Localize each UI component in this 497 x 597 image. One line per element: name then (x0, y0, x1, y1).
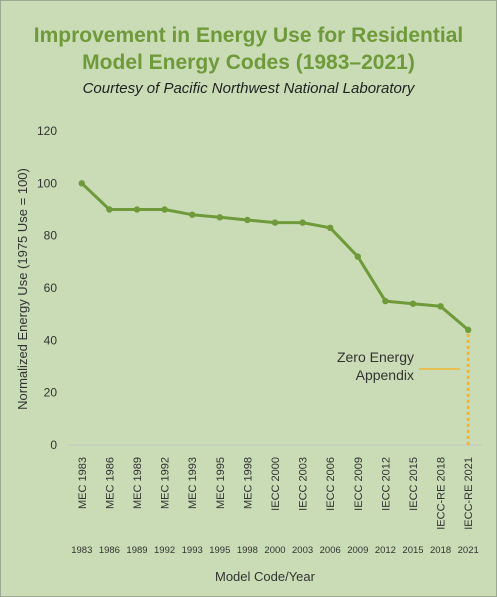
chart-title-line-2: Model Energy Codes (1983–2021) (82, 51, 415, 74)
data-point (189, 211, 196, 218)
y-tick-label: 40 (44, 333, 58, 347)
y-tick-label: 60 (44, 281, 58, 295)
x-tick-label: MEC 1995 (215, 457, 227, 509)
zero-energy-annotation: Zero Energy Appendix (337, 333, 470, 445)
x-year-label: 1986 (99, 545, 120, 556)
data-point (244, 216, 251, 224)
chart-title-line-1: Improvement in Energy Use for Residentia… (33, 24, 464, 47)
x-year-label: 2015 (402, 545, 423, 556)
data-point (78, 180, 86, 187)
x-year-label: 1993 (182, 545, 203, 556)
x-year-label: 2000 (264, 545, 285, 556)
x-year-label: 1983 (71, 545, 92, 556)
data-point (216, 214, 223, 221)
chart-subtitle: Courtesy of Pacific Northwest National L… (82, 80, 415, 97)
x-axis-label: Model Code/Year (215, 569, 316, 584)
data-point (437, 303, 444, 310)
x-year-label: 1998 (237, 545, 258, 556)
y-tick-label: 120 (37, 124, 57, 138)
x-year-label: 2006 (320, 545, 341, 556)
x-axis-category-labels: MEC 1983 MEC 1986 MEC 1989 MEC 1992 MEC 1993… (77, 457, 475, 530)
x-tick-label: IECC 2000 (270, 457, 282, 511)
x-tick-label: MEC 1992 (160, 457, 172, 509)
x-year-label: 2018 (430, 545, 451, 556)
x-year-label: 2012 (375, 545, 396, 556)
x-year-label: 2003 (292, 545, 313, 556)
series-line (80, 182, 470, 332)
x-tick-label: MEC 1983 (77, 457, 89, 509)
data-point (354, 253, 361, 260)
y-tick-label: 20 (44, 386, 58, 400)
data-point (382, 297, 389, 305)
annotation-label-line: Zero Energy (337, 349, 414, 365)
x-tick-label: IECC 2003 (298, 457, 310, 511)
x-year-label: 1989 (126, 545, 147, 556)
data-point (133, 206, 141, 213)
x-axis-year-labels: 1983 1986 1989 1992 1993 1995 1998 2000 2003 2006… (71, 545, 479, 556)
x-tick-label: IECC 2006 (325, 457, 337, 511)
x-year-label: 2009 (347, 545, 368, 556)
y-tick-label: 80 (44, 229, 58, 243)
x-tick-label: IECC-RE 2018 (436, 457, 448, 530)
x-tick-label: MEC 1998 (242, 457, 254, 509)
x-year-label: 1992 (154, 545, 175, 556)
data-point (106, 206, 113, 213)
y-tick-label: 0 (50, 438, 57, 452)
x-year-label: 1995 (209, 545, 230, 556)
x-tick-label: IECC 2012 (380, 457, 392, 511)
x-tick-label: IECC 2015 (408, 457, 420, 511)
y-tick-label: 100 (37, 176, 57, 190)
x-tick-label: MEC 1989 (132, 457, 144, 509)
x-tick-label: MEC 1986 (104, 457, 116, 509)
data-point (409, 300, 417, 307)
y-axis-ticks: 0 20 40 60 80 100 120 (37, 124, 57, 452)
data-points (78, 180, 472, 334)
x-year-label: 2021 (458, 545, 479, 556)
data-point (161, 206, 168, 213)
data-point (271, 219, 279, 226)
data-point (327, 224, 334, 232)
annotation-label-line: Appendix (356, 367, 414, 383)
y-axis-label: Normalized Energy Use (1975 Use = 100) (15, 168, 30, 410)
x-tick-label: IECC 2009 (353, 457, 365, 511)
data-point (465, 326, 472, 334)
x-tick-label: MEC 1993 (187, 457, 199, 509)
data-point (299, 219, 306, 226)
x-tick-label: IECC-RE 2021 (463, 457, 475, 530)
